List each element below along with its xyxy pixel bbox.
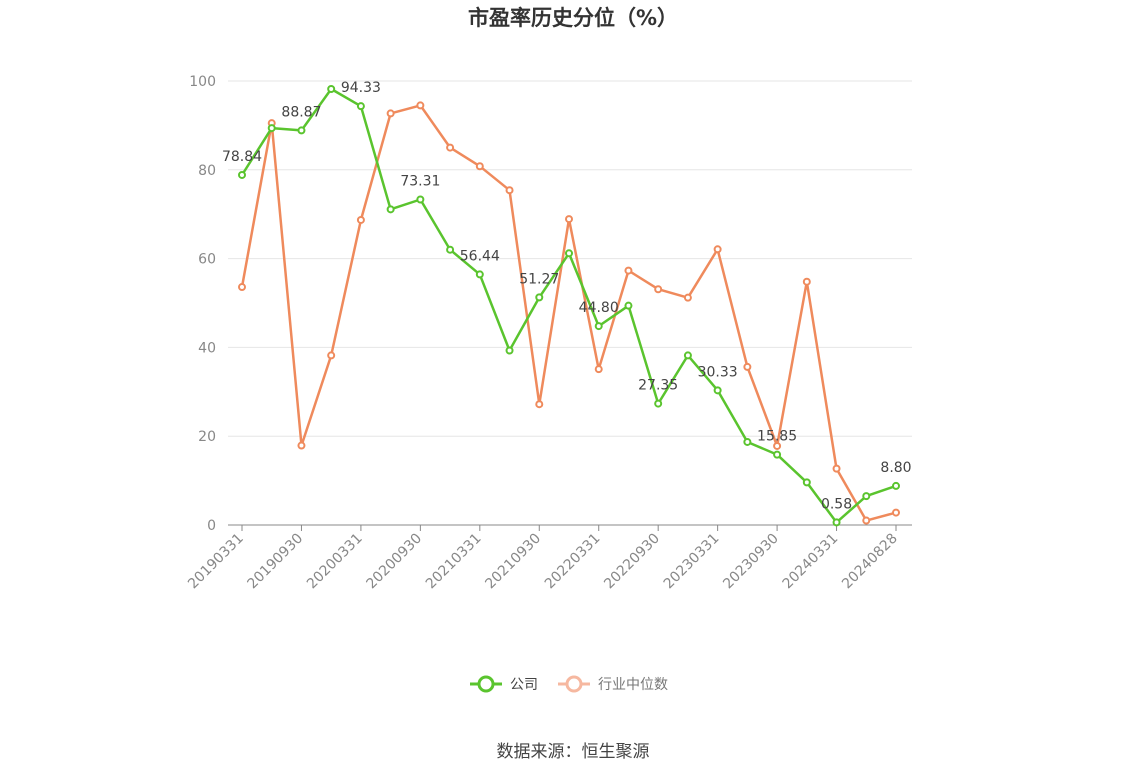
data-label: 30.33	[698, 364, 738, 380]
y-tick-label: 0	[207, 518, 216, 534]
data-point[interactable]	[594, 322, 603, 331]
y-tick-label: 80	[198, 163, 216, 179]
data-point[interactable]	[832, 518, 841, 527]
data-point[interactable]	[802, 478, 811, 487]
data-point[interactable]	[505, 186, 514, 195]
data-label: 78.84	[222, 149, 262, 165]
data-point[interactable]	[505, 346, 514, 355]
data-label: 0.58	[821, 496, 852, 512]
data-point[interactable]	[535, 400, 544, 409]
data-point[interactable]	[832, 464, 841, 473]
data-point[interactable]	[356, 102, 365, 111]
data-point[interactable]	[327, 351, 336, 360]
data-point[interactable]	[446, 245, 455, 254]
x-tick-label: 20190331	[185, 531, 247, 593]
series-points	[238, 84, 900, 527]
data-point[interactable]	[238, 283, 246, 292]
x-tick-label: 20210331	[423, 531, 485, 593]
series-line-1	[240, 104, 897, 522]
data-point[interactable]	[446, 143, 455, 152]
data-label: 15.85	[757, 429, 797, 445]
data-point[interactable]	[713, 386, 722, 395]
data-point[interactable]	[475, 270, 484, 279]
x-tick-label: 20200930	[363, 531, 425, 593]
y-tick-label: 40	[198, 340, 216, 356]
series-line-0	[240, 87, 897, 524]
x-tick-label: 20200331	[304, 531, 366, 593]
chart-title: 市盈率历史分位（%）	[468, 6, 678, 30]
data-point[interactable]	[565, 249, 573, 258]
data-point[interactable]	[743, 362, 752, 371]
x-axis: 2019033120190930202003312020093020210331…	[185, 524, 912, 593]
x-tick-label: 20190930	[245, 531, 307, 593]
x-tick-label: 20220930	[601, 531, 663, 593]
data-point[interactable]	[862, 516, 871, 525]
data-point[interactable]	[773, 441, 782, 450]
data-point[interactable]	[535, 293, 544, 302]
data-labels: 78.84 88.87 94.33 73.31 56.44 51.27 44.80 27.35…	[222, 80, 912, 512]
data-point[interactable]	[654, 399, 663, 408]
data-point[interactable]	[416, 101, 425, 110]
x-tick-label: 20230930	[720, 531, 782, 593]
legend-label-industry-median: 行业中位数	[598, 677, 668, 693]
legend-item-company[interactable]: 公司	[470, 675, 538, 693]
data-point[interactable]	[297, 441, 306, 450]
data-point[interactable]	[773, 450, 782, 459]
data-point[interactable]	[475, 162, 484, 171]
data-point[interactable]	[416, 195, 425, 204]
data-point[interactable]	[565, 215, 573, 224]
data-point[interactable]	[802, 277, 811, 286]
legend-item-industry-median[interactable]: 行业中位数	[558, 675, 668, 693]
data-label: 27.35	[638, 378, 678, 394]
data-point[interactable]	[624, 301, 633, 310]
x-tick-label: 20240331	[780, 531, 842, 593]
data-label: 56.44	[460, 248, 500, 264]
data-label: 8.80	[880, 460, 911, 476]
x-tick-label: 20240828	[839, 531, 901, 593]
data-point[interactable]	[238, 170, 246, 179]
data-point[interactable]	[624, 266, 633, 275]
data-point[interactable]	[297, 126, 306, 135]
series-lines	[240, 87, 897, 524]
data-label: 94.33	[341, 80, 381, 96]
y-axis: 0 20 40 60 80 100	[189, 74, 216, 534]
data-point[interactable]	[892, 481, 900, 490]
data-label: 44.80	[579, 300, 619, 316]
source-note: 数据来源：恒生聚源	[497, 742, 650, 762]
data-point[interactable]	[683, 351, 692, 360]
y-tick-label: 20	[198, 429, 216, 445]
x-tick-label: 20230331	[661, 531, 723, 593]
y-tick-label: 60	[198, 252, 216, 268]
data-point[interactable]	[713, 245, 722, 254]
data-point[interactable]	[743, 437, 752, 446]
data-point[interactable]	[327, 84, 336, 93]
data-point[interactable]	[267, 124, 276, 133]
legend[interactable]: 公司 行业中位数	[470, 675, 668, 693]
data-point[interactable]	[594, 365, 603, 374]
data-label: 51.27	[519, 271, 559, 287]
x-tick-label: 20210930	[482, 531, 544, 593]
x-tick-label: 20220331	[542, 531, 604, 593]
data-point[interactable]	[892, 508, 900, 517]
data-point[interactable]	[683, 293, 692, 302]
y-tick-label: 100	[189, 74, 216, 90]
data-point[interactable]	[386, 205, 395, 214]
data-point[interactable]	[386, 109, 395, 118]
data-label: 88.87	[281, 104, 321, 120]
legend-label-company: 公司	[510, 677, 538, 693]
data-point[interactable]	[654, 285, 663, 294]
data-point[interactable]	[862, 492, 871, 501]
data-label: 73.31	[400, 174, 440, 190]
data-point[interactable]	[356, 215, 365, 224]
